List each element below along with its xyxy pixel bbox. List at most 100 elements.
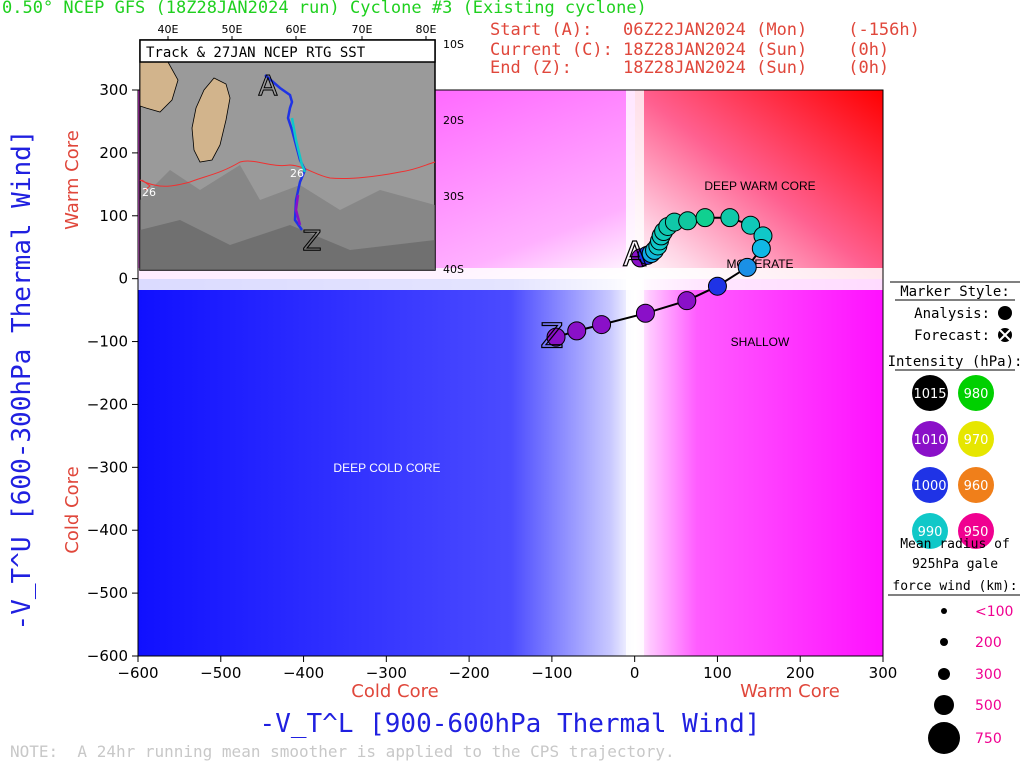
intensity-swatch [958,421,994,457]
trajectory-point [707,276,727,296]
legend-radius-title-1: Mean radius of [900,537,1010,552]
intensity-swatch [958,467,994,503]
cps-trajectory [546,208,773,347]
x-tick-label: −400 [283,664,324,682]
legend-marker-style-title: Marker Style: [900,284,1010,300]
radius-swatch [941,608,947,614]
intensity-swatch [912,375,948,411]
page-title: 0.50° NCEP GFS (18Z28JAN2024 run) Cyclon… [2,0,647,18]
inset-start-marker: A [258,69,277,102]
x-axis-title: -V_T^L [900-600hPa Thermal Wind] [260,709,761,739]
intensity-value: 980 [964,387,989,402]
trajectory-point [546,327,566,347]
inset-lon-60: 60E [286,23,307,36]
legend-radius-title-3: force wind (km): [892,579,1017,594]
x-tick-label: 200 [786,664,815,682]
x-tick-label: −600 [117,664,158,682]
legend-intensity-title: Intensity (hPa): [888,354,1023,370]
x-tick-label: 100 [703,664,732,682]
intensity-value: 950 [964,525,989,540]
inset-map: A Z Track & 27JAN NCEP RTG SST 26 26 40E… [139,23,464,276]
radius-value: 200 [975,635,1002,651]
region-deep-warm-core: DEEP WARM CORE [704,179,815,193]
radius-value: <100 [975,604,1013,620]
intensity-value: 1000 [913,479,946,494]
legend-analysis-marker [998,306,1012,320]
x-cold-core-label: Cold Core [351,681,438,702]
inset-lon-70: 70E [352,23,373,36]
inset-lon-80: 80E [416,23,437,36]
africa-landmass [139,59,179,113]
trajectory-point [695,208,715,228]
trajectory-point [635,303,655,323]
y-tick-label: 100 [99,207,128,225]
trajectory-point [741,215,761,235]
trajectory-point [720,208,740,228]
x-tick-label: −500 [200,664,241,682]
legend-forecast-marker [998,328,1012,342]
region-shallow: SHALLOW [731,335,790,349]
y-axis-ticks: −600 −500 −400 −300 −200 −100 0 100 200 300 [87,81,138,665]
x-tick-label: −300 [366,664,407,682]
intensity-value: 1015 [913,387,946,402]
inset-lat-20s: 20S [443,114,464,127]
radius-value: 300 [975,667,1002,683]
trajectory-point [751,238,771,258]
intensity-value: 960 [964,479,989,494]
start-info: Start (A): 06Z22JAN2024 (Mon) (-156h) [490,20,920,40]
inset-lat-30s: 30S [443,190,464,203]
radius-legend-items: <100 200 300 500 750 [928,604,1013,754]
x-tick-label: −200 [449,664,490,682]
radius-swatch [940,638,948,646]
y-tick-label: −300 [87,458,128,476]
current-info: Current (C): 18Z28JAN2024 (Sun) (0h) [490,40,890,60]
inset-lon-50: 50E [222,23,243,36]
radius-swatch [934,695,954,715]
intensity-swatch [958,513,994,549]
region-moderate: MODERATE [726,257,793,271]
trajectory-point [678,211,698,231]
x-tick-label: 0 [630,664,640,682]
trajectory-point [737,257,757,277]
end-marker: Z [540,316,563,356]
intensity-swatch [912,513,948,549]
x-tick-label: 300 [869,664,898,682]
y-tick-label: 300 [99,81,128,99]
y-tick-label: 0 [118,270,128,288]
region-deep-cold-core: DEEP COLD CORE [333,461,440,475]
end-info: End (Z): 18Z28JAN2024 (Sun) (0h) [490,58,890,78]
inset-lat-10s: 10S [443,38,464,51]
radius-swatch [928,722,960,754]
y-warm-core-label: Warm Core [62,130,83,230]
inset-title: Track & 27JAN NCEP RTG SST [146,45,366,61]
legend-forecast-label: Forecast: [914,328,990,344]
inset-lat-40s: 40S [443,263,464,276]
intensity-value: 990 [918,525,943,540]
trajectory-point [592,315,612,335]
intensity-swatch [958,375,994,411]
trajectory-point [677,291,697,311]
inset-end-marker: Z [302,224,321,257]
intensity-value: 1010 [913,433,946,448]
y-tick-label: −600 [87,647,128,665]
y-tick-label: −100 [87,333,128,351]
radius-value: 750 [975,731,1002,747]
y-tick-label: −400 [87,521,128,539]
start-marker: A [623,235,646,275]
x-warm-core-label: Warm Core [740,681,840,702]
inset-lon-40: 40E [158,23,179,36]
y-tick-label: −500 [87,584,128,602]
intensity-swatch [912,421,948,457]
y-tick-label: 200 [99,144,128,162]
intensity-value: 970 [964,433,989,448]
intensity-swatch [912,467,948,503]
footer-note: NOTE: A 24hr running mean smoother is ap… [10,742,675,761]
legend: Marker Style: Analysis: Forecast: Intens… [888,281,1023,754]
inset-sst-label: 26 [290,167,304,180]
y-cold-core-label: Cold Core [62,466,83,553]
x-tick-label: −100 [531,664,572,682]
inset-sst-label-2: 26 [142,186,156,199]
legend-radius-title-2: 925hPa gale [912,557,998,572]
radius-value: 500 [975,698,1002,714]
